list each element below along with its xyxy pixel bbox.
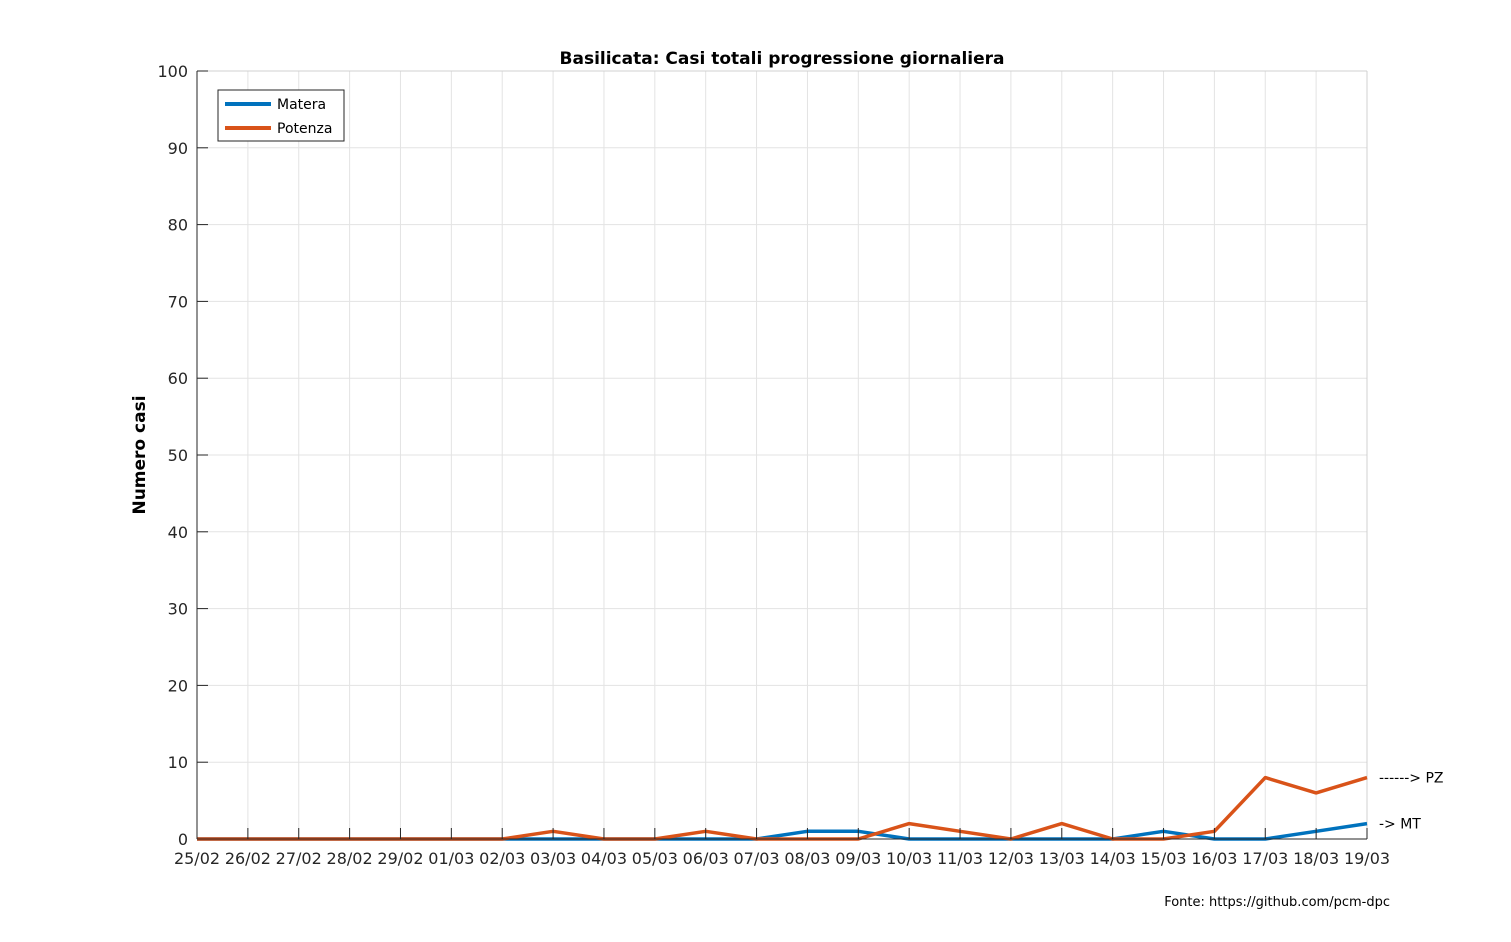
- legend: Matera Potenza: [217, 89, 345, 142]
- x-tick-label: 13/03: [1039, 849, 1085, 868]
- x-tick-label: 08/03: [784, 849, 830, 868]
- y-tick-label: 80: [168, 216, 188, 235]
- x-tick-label: 28/02: [327, 849, 373, 868]
- x-tick-label: 05/03: [632, 849, 678, 868]
- grid-lines: [197, 70, 1368, 839]
- x-tick-label: 07/03: [734, 849, 780, 868]
- annotation-potenza: ------> PZ: [1379, 771, 1444, 787]
- y-tick-label: 50: [168, 446, 188, 465]
- chart-title: Basilicata: Casi totali progressione gio…: [560, 49, 1005, 69]
- x-tick-label: 18/03: [1293, 849, 1339, 868]
- x-tick-label: 11/03: [937, 849, 983, 868]
- legend-label-matera: Matera: [277, 97, 326, 113]
- x-tick-label: 10/03: [886, 849, 932, 868]
- x-tick-label: 06/03: [683, 849, 729, 868]
- legend-label-potenza: Potenza: [277, 121, 332, 137]
- annotations: ------> PZ -> MT: [1379, 771, 1444, 833]
- x-tick-label: 09/03: [835, 849, 881, 868]
- x-tick-label: 27/02: [276, 849, 322, 868]
- legend-box: [217, 89, 345, 142]
- x-tick-label: 12/03: [988, 849, 1034, 868]
- annotation-matera: -> MT: [1379, 817, 1421, 833]
- x-tick-label: 25/02: [174, 849, 220, 868]
- y-tick-label: 20: [168, 676, 188, 695]
- source-note: Fonte: https://github.com/pcm-dpc: [1164, 895, 1390, 910]
- y-tick-label: 100: [157, 62, 188, 81]
- y-tick-label: 10: [168, 753, 188, 772]
- x-tick-label: 04/03: [581, 849, 627, 868]
- x-tick-label: 29/02: [377, 849, 423, 868]
- x-tick-label: 16/03: [1191, 849, 1237, 868]
- series-line-potenza: [197, 775, 1368, 841]
- series-lines: [197, 775, 1368, 841]
- x-tick-label: 19/03: [1344, 849, 1390, 868]
- y-axis-label: Numero casi: [130, 395, 150, 514]
- y-tick-label: 0: [178, 830, 188, 849]
- series-line-matera: [197, 821, 1368, 841]
- x-tick-label: 26/02: [225, 849, 271, 868]
- axes: [196, 70, 1368, 840]
- x-tick-label: 01/03: [428, 849, 474, 868]
- y-tick-label: 70: [168, 292, 188, 311]
- y-tick-label: 30: [168, 600, 188, 619]
- x-tick-label: 02/03: [479, 849, 525, 868]
- y-tick-label: 40: [168, 523, 188, 542]
- x-tick-label: 14/03: [1090, 849, 1136, 868]
- tick-labels: 25/02 26/02 27/02 28/02 29/02 01/03 02/03 03/03…: [157, 62, 1390, 868]
- y-tick-label: 60: [168, 369, 188, 388]
- y-tick-label: 90: [168, 139, 188, 158]
- x-tick-label: 03/03: [530, 849, 576, 868]
- x-tick-label: 17/03: [1242, 849, 1288, 868]
- x-tick-label: 15/03: [1140, 849, 1186, 868]
